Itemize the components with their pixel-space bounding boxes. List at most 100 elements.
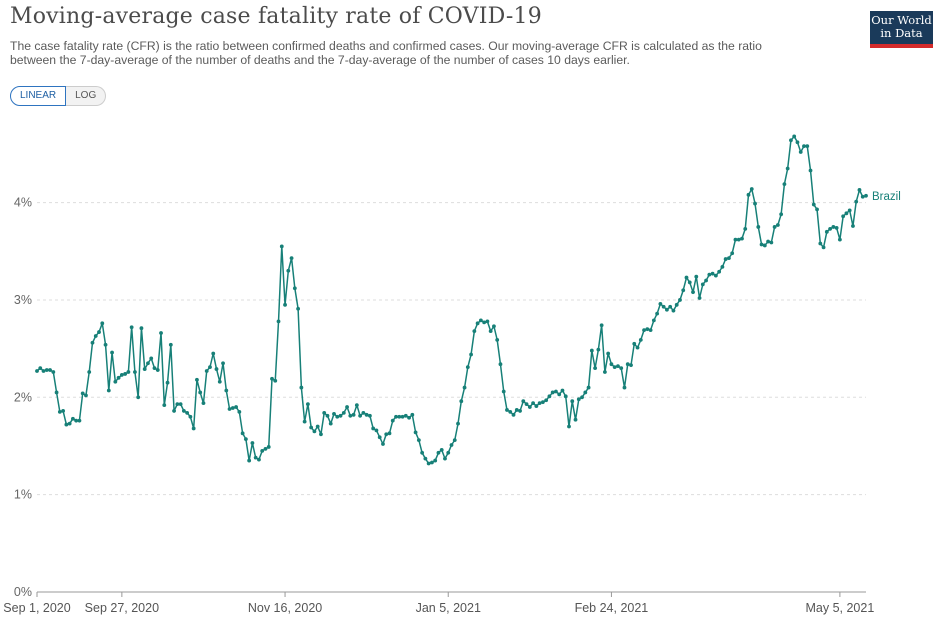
- data-point: [837, 237, 842, 242]
- data-point: [665, 307, 669, 312]
- data-point: [64, 422, 69, 427]
- data-point: [642, 328, 646, 333]
- data-point: [394, 414, 398, 419]
- data-point: [501, 389, 506, 394]
- data-point: [749, 187, 754, 191]
- data-point: [576, 397, 581, 402]
- data-point: [808, 168, 813, 173]
- y-tick-label: 2%: [14, 390, 32, 404]
- data-point: [299, 385, 304, 390]
- data-point: [208, 365, 212, 370]
- chart-subtitle: The case fatality rate (CFR) is the rati…: [10, 39, 762, 67]
- data-point: [221, 361, 225, 366]
- data-point: [586, 385, 591, 390]
- data-point: [844, 211, 849, 216]
- data-point: [260, 448, 265, 453]
- data-point: [465, 365, 470, 370]
- log-scale-button[interactable]: LOG: [66, 86, 107, 106]
- data-point: [697, 296, 702, 300]
- data-point: [700, 282, 705, 287]
- data-point: [439, 447, 444, 452]
- data-point: [97, 330, 101, 334]
- data-point: [720, 264, 725, 269]
- data-point: [508, 410, 513, 414]
- data-point: [798, 150, 803, 154]
- data-point: [364, 412, 369, 417]
- data-point: [110, 350, 114, 355]
- data-point: [67, 421, 72, 426]
- data-point: [759, 242, 764, 247]
- data-point: [273, 378, 278, 383]
- y-tick-label: 1%: [14, 488, 32, 502]
- data-point: [841, 214, 846, 219]
- data-point: [531, 401, 535, 406]
- data-point: [638, 337, 643, 342]
- data-point: [847, 208, 852, 213]
- data-point: [459, 399, 464, 404]
- data-point: [332, 411, 336, 416]
- data-point: [188, 414, 193, 419]
- data-point: [671, 308, 676, 313]
- data-point: [335, 414, 340, 419]
- data-point: [485, 319, 490, 324]
- logo-line-2: in Data: [880, 26, 923, 40]
- data-point: [704, 278, 708, 283]
- data-point: [230, 406, 235, 410]
- data-point: [149, 356, 154, 361]
- data-point: [811, 202, 816, 207]
- data-point: [139, 326, 144, 331]
- data-point: [567, 424, 571, 429]
- data-point: [84, 393, 88, 398]
- data-point: [629, 363, 633, 368]
- data-point: [374, 428, 379, 433]
- data-point: [756, 225, 761, 229]
- y-tick-label: 4%: [14, 196, 32, 210]
- data-point: [341, 410, 346, 415]
- data-point: [645, 327, 650, 332]
- data-point: [563, 394, 568, 399]
- data-point: [227, 407, 232, 411]
- data-point: [152, 366, 157, 371]
- data-point: [123, 372, 128, 376]
- data-point: [168, 342, 173, 347]
- data-point: [632, 341, 637, 346]
- data-point: [818, 241, 823, 246]
- data-point: [456, 421, 460, 426]
- data-point: [864, 193, 868, 198]
- data-point: [44, 368, 49, 372]
- data-point: [740, 236, 744, 241]
- data-point: [283, 302, 287, 307]
- data-point: [694, 274, 699, 279]
- data-point: [41, 369, 46, 373]
- data-point: [90, 340, 95, 345]
- data-point: [727, 256, 731, 260]
- data-point: [430, 460, 434, 465]
- data-point: [410, 412, 415, 417]
- data-point: [802, 144, 806, 149]
- data-point: [612, 365, 617, 370]
- data-point: [854, 199, 859, 204]
- data-point: [537, 401, 542, 406]
- data-point: [175, 402, 180, 407]
- data-point: [250, 441, 255, 445]
- data-point: [305, 402, 310, 407]
- data-point: [146, 361, 150, 366]
- linear-scale-button[interactable]: LINEAR: [10, 86, 67, 106]
- data-point: [420, 450, 425, 455]
- data-point: [93, 334, 98, 338]
- data-point: [325, 413, 330, 418]
- data-point: [857, 188, 862, 192]
- data-point: [743, 226, 748, 231]
- data-point: [782, 182, 787, 187]
- data-point: [449, 443, 454, 447]
- data-point: [772, 225, 777, 229]
- data-point: [488, 329, 493, 334]
- data-point: [106, 388, 111, 393]
- data-point: [390, 418, 395, 423]
- owid-logo[interactable]: Our World in Data: [870, 11, 933, 48]
- series-label-brazil: Brazil: [872, 191, 901, 203]
- data-point: [253, 455, 258, 460]
- data-point: [400, 414, 405, 419]
- data-point: [338, 413, 343, 418]
- data-point: [178, 402, 183, 407]
